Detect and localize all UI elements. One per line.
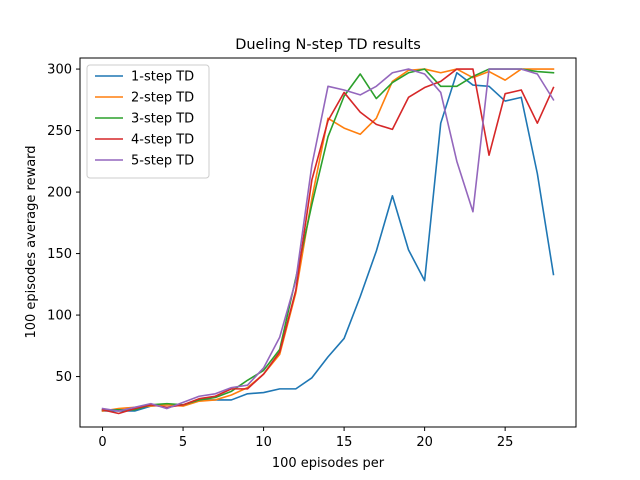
x-axis-label: 100 episodes per bbox=[272, 456, 385, 471]
legend-label: 1-step TD bbox=[131, 70, 194, 85]
series-line-5 bbox=[101, 68, 555, 412]
x-tick-label: 25 bbox=[497, 435, 514, 450]
y-tick-label: 200 bbox=[47, 186, 72, 201]
series-layer bbox=[101, 68, 555, 415]
x-tick-label: 0 bbox=[98, 435, 106, 450]
legend-box bbox=[86, 64, 210, 179]
y-axis-label: 100 episodes average reward bbox=[24, 145, 39, 338]
legend: 1-step TD 2-step TD 3-step TD 4-step TD 5-st… bbox=[86, 64, 210, 179]
legend-label: 3-step TD bbox=[131, 112, 194, 127]
y-tick-label: 150 bbox=[47, 247, 72, 262]
x-axis: 0 5 10 15 20 25 bbox=[98, 427, 513, 450]
y-tick-label: 250 bbox=[47, 124, 72, 139]
y-tick-label: 50 bbox=[55, 370, 72, 385]
chart-title: Dueling N-step TD results bbox=[235, 37, 421, 53]
x-tick-label: 15 bbox=[336, 435, 353, 450]
legend-label: 5-step TD bbox=[131, 154, 194, 169]
x-tick-label: 10 bbox=[255, 435, 272, 450]
legend-label: 2-step TD bbox=[131, 91, 194, 106]
y-tick-label: 100 bbox=[47, 309, 72, 324]
legend-label: 4-step TD bbox=[131, 133, 194, 148]
series-line-4 bbox=[101, 68, 555, 415]
x-tick-label: 20 bbox=[416, 435, 433, 450]
plot-frame bbox=[79, 57, 577, 428]
y-tick-label: 300 bbox=[47, 63, 72, 78]
y-axis: 50 100 150 200 250 300 bbox=[47, 63, 80, 385]
x-tick-label: 5 bbox=[179, 435, 187, 450]
